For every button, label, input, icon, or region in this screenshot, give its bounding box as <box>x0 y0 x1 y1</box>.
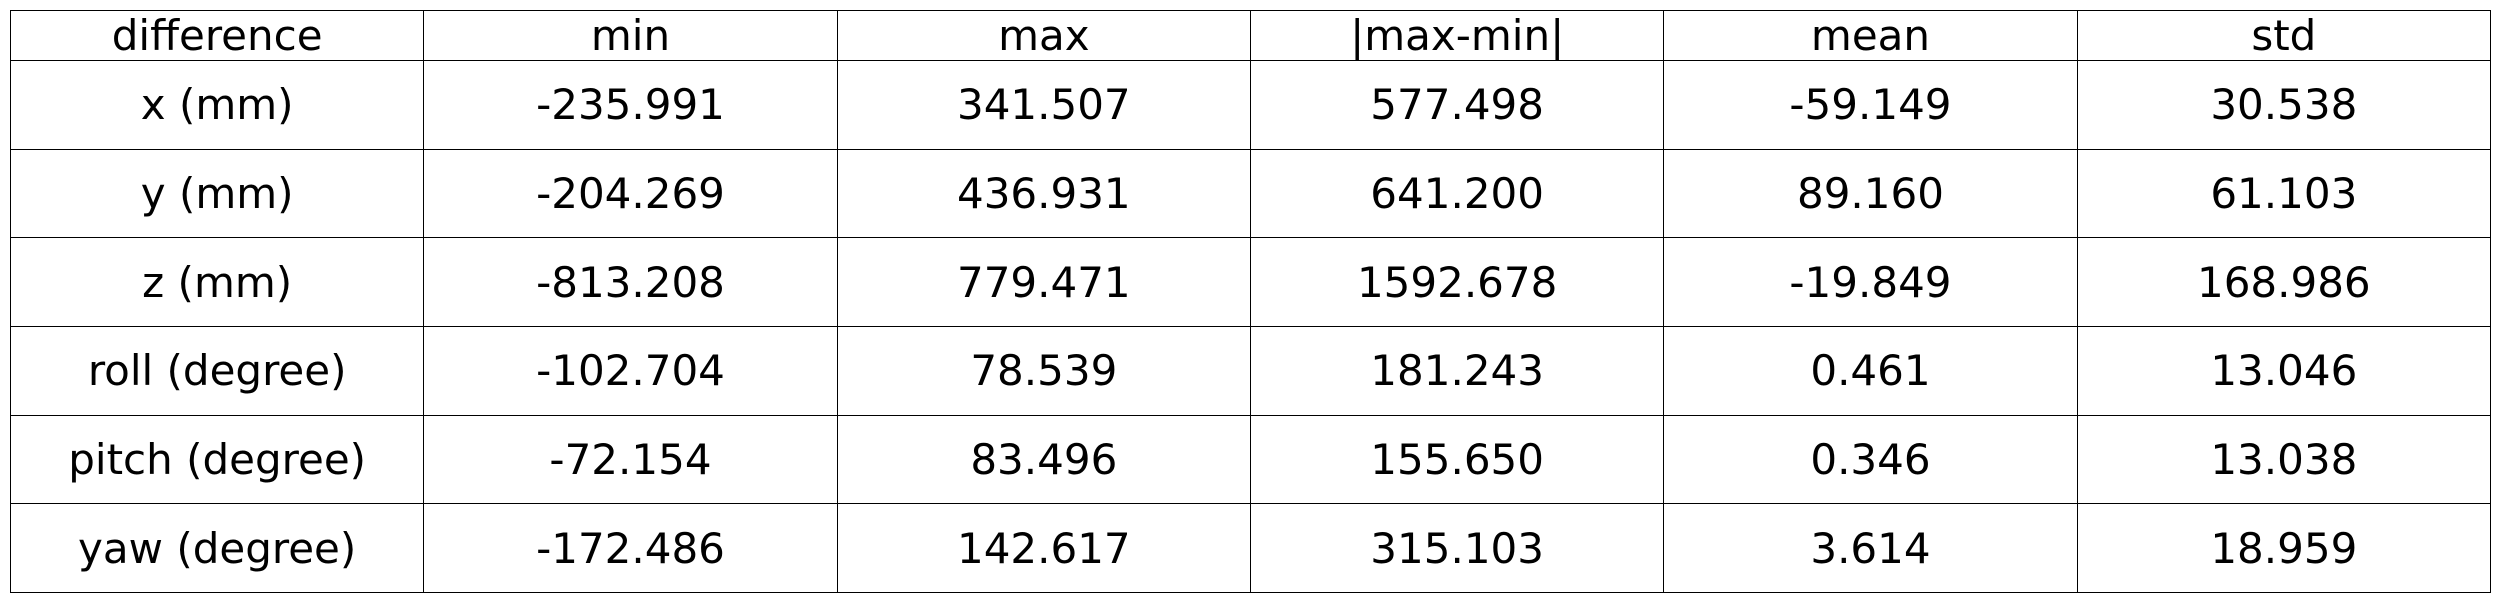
mean-cell: 0.461 <box>1663 325 2078 416</box>
std-cell: 13.038 <box>2076 414 2492 505</box>
max-cell: 83.496 <box>836 414 1251 505</box>
range-cell: 181.243 <box>1249 325 1665 416</box>
table-row: yaw (degree) -172.486 142.617 315.103 3.… <box>9 503 2492 593</box>
mean-cell: -19.849 <box>1663 237 2078 327</box>
max-cell: 142.617 <box>836 503 1251 593</box>
row-label-cell: y (mm) <box>9 148 425 239</box>
max-cell: 436.931 <box>836 148 1251 239</box>
min-cell: -813.208 <box>423 237 838 327</box>
range-cell: 155.650 <box>1249 414 1665 505</box>
max-cell: 341.507 <box>836 60 1251 150</box>
table-row: z (mm) -813.208 779.471 1592.678 -19.849… <box>9 237 2492 327</box>
min-cell: -72.154 <box>423 414 838 505</box>
mean-cell: -59.149 <box>1663 60 2078 150</box>
table-row: y (mm) -204.269 436.931 641.200 89.160 6… <box>9 148 2492 239</box>
table-row: pitch (degree) -72.154 83.496 155.650 0.… <box>9 414 2492 505</box>
max-cell: 78.539 <box>836 325 1251 416</box>
min-cell: -102.704 <box>423 325 838 416</box>
range-cell: 577.498 <box>1249 60 1665 150</box>
header-range: |max-min| <box>1249 10 1665 61</box>
range-cell: 641.200 <box>1249 148 1665 239</box>
header-min: min <box>423 10 838 61</box>
row-label-cell: roll (degree) <box>9 325 425 416</box>
std-cell: 30.538 <box>2076 60 2492 150</box>
std-cell: 18.959 <box>2076 503 2492 593</box>
row-label-cell: yaw (degree) <box>9 503 425 593</box>
statistics-table: difference min max |max-min| mean std x … <box>9 10 2492 593</box>
table-row: x (mm) -235.991 341.507 577.498 -59.149 … <box>9 60 2492 150</box>
header-mean: mean <box>1663 10 2078 61</box>
header-std: std <box>2076 10 2492 61</box>
header-max: max <box>836 10 1251 61</box>
header-row: difference min max |max-min| mean std <box>9 10 2492 61</box>
min-cell: -235.991 <box>423 60 838 150</box>
statistics-table-container: difference min max |max-min| mean std x … <box>9 10 2492 593</box>
std-cell: 61.103 <box>2076 148 2492 239</box>
min-cell: -204.269 <box>423 148 838 239</box>
row-label-cell: x (mm) <box>9 60 425 150</box>
max-cell: 779.471 <box>836 237 1251 327</box>
std-cell: 13.046 <box>2076 325 2492 416</box>
range-cell: 1592.678 <box>1249 237 1665 327</box>
row-label-cell: pitch (degree) <box>9 414 425 505</box>
std-cell: 168.986 <box>2076 237 2492 327</box>
range-cell: 315.103 <box>1249 503 1665 593</box>
mean-cell: 89.160 <box>1663 148 2078 239</box>
min-cell: -172.486 <box>423 503 838 593</box>
mean-cell: 3.614 <box>1663 503 2078 593</box>
header-difference: difference <box>9 10 425 61</box>
table-row: roll (degree) -102.704 78.539 181.243 0.… <box>9 325 2492 416</box>
row-label-cell: z (mm) <box>9 237 425 327</box>
mean-cell: 0.346 <box>1663 414 2078 505</box>
